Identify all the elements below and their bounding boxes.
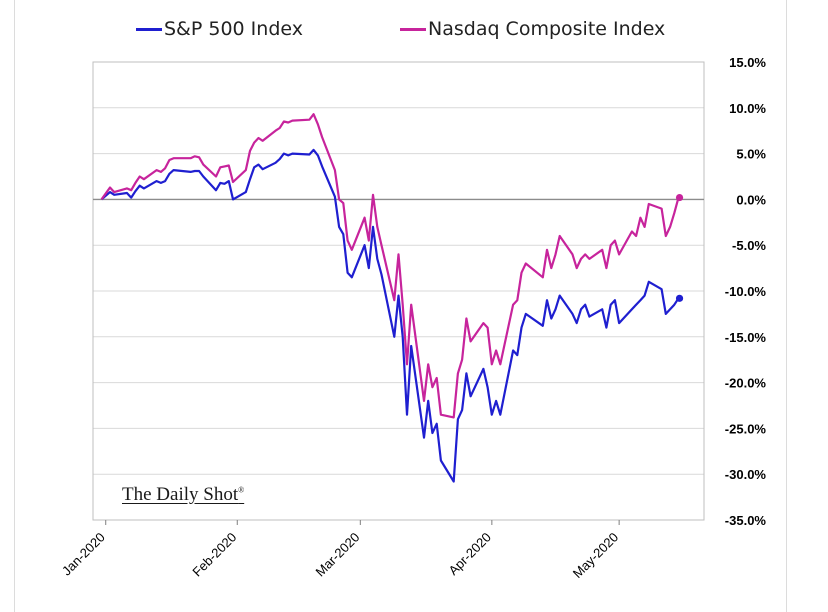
y-tick-label: -20.0% — [725, 376, 767, 391]
y-tick-label: -25.0% — [725, 421, 767, 436]
brand-name: The Daily Shot — [122, 484, 239, 505]
y-tick-label: 5.0% — [736, 147, 766, 162]
y-tick-label: 10.0% — [729, 101, 766, 116]
y-tick-label: -10.0% — [725, 284, 767, 299]
y-tick-label: -15.0% — [725, 330, 767, 345]
x-tick-label: Jan-2020 — [59, 530, 108, 579]
x-tick-label: Feb-2020 — [189, 530, 239, 580]
y-tick-label: -5.0% — [732, 238, 766, 253]
y-tick-label: 15.0% — [729, 55, 766, 70]
y-tick-label: -35.0% — [725, 513, 767, 528]
series-line-sp500 — [100, 148, 680, 483]
y-tick-label: 0.0% — [736, 192, 766, 207]
legend-label-sp500: S&P 500 Index — [164, 18, 303, 40]
legend-label-nasdaq: Nasdaq Composite Index — [428, 18, 666, 40]
left-frame-line — [14, 0, 15, 612]
legend-swatch-sp500 — [136, 27, 162, 31]
brand-watermark: The Daily Shot® — [122, 484, 244, 506]
legend-item-sp500: S&P 500 Index — [136, 18, 303, 40]
legend-item-nasdaq: Nasdaq Composite Index — [400, 18, 665, 40]
x-tick-label: May-2020 — [570, 530, 621, 581]
series-line-nasdaq — [100, 113, 680, 419]
series-end-marker-nasdaq — [675, 193, 684, 202]
brand-registered-mark: ® — [238, 485, 245, 495]
x-tick-label: Mar-2020 — [312, 530, 362, 580]
legend-swatch-nasdaq — [400, 27, 426, 31]
y-tick-label: -30.0% — [725, 467, 767, 482]
series-end-marker-sp500 — [675, 294, 684, 302]
chart-legend: S&P 500 Index Nasdaq Composite Index — [0, 18, 828, 48]
x-tick-label: Apr-2020 — [446, 530, 494, 578]
right-frame-line — [786, 0, 787, 612]
plot-frame — [92, 61, 705, 521]
